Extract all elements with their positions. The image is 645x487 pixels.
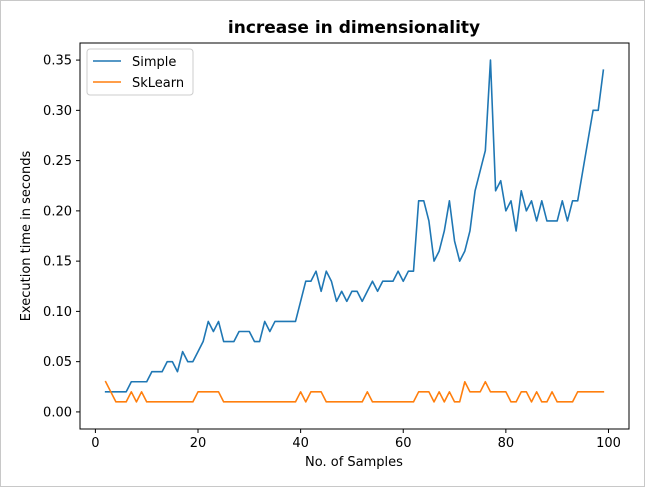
x-tick-label: 100 — [596, 436, 621, 451]
y-axis-label: Execution time in seconds — [19, 151, 34, 322]
y-tick-label: 0.00 — [43, 405, 72, 420]
y-tick-label: 0.15 — [43, 255, 72, 270]
y-tick-label: 0.30 — [43, 104, 72, 119]
x-tick-label: 60 — [395, 436, 412, 451]
y-tick-label: 0.05 — [43, 355, 72, 370]
series-line-simple — [104, 59, 605, 393]
y-tick-label: 0.10 — [43, 305, 72, 320]
x-tick-label: 40 — [292, 436, 309, 451]
x-axis-label: No. of Samples — [305, 455, 403, 470]
series-line-sklearn — [104, 380, 605, 403]
y-tick-label: 0.35 — [43, 54, 72, 69]
legend-label-simple: Simple — [132, 55, 176, 70]
x-tick-label: 0 — [91, 436, 99, 451]
x-tick-label: 20 — [190, 436, 207, 451]
y-tick-label: 0.25 — [43, 154, 72, 169]
y-axis-ticks: 0.00 0.05 0.10 0.15 0.20 0.25 0.30 0.35 — [43, 54, 80, 420]
legend: Simple SkLearn — [86, 48, 194, 96]
plot-layer — [104, 59, 605, 403]
plot-frame — [79, 42, 630, 430]
x-tick-label: 80 — [498, 436, 515, 451]
legend-label-sklearn: SkLearn — [132, 76, 184, 91]
y-tick-label: 0.20 — [43, 204, 72, 219]
x-axis-ticks: 0 20 40 60 80 100 — [91, 429, 621, 451]
chart-title: increase in dimensionality — [228, 18, 480, 38]
